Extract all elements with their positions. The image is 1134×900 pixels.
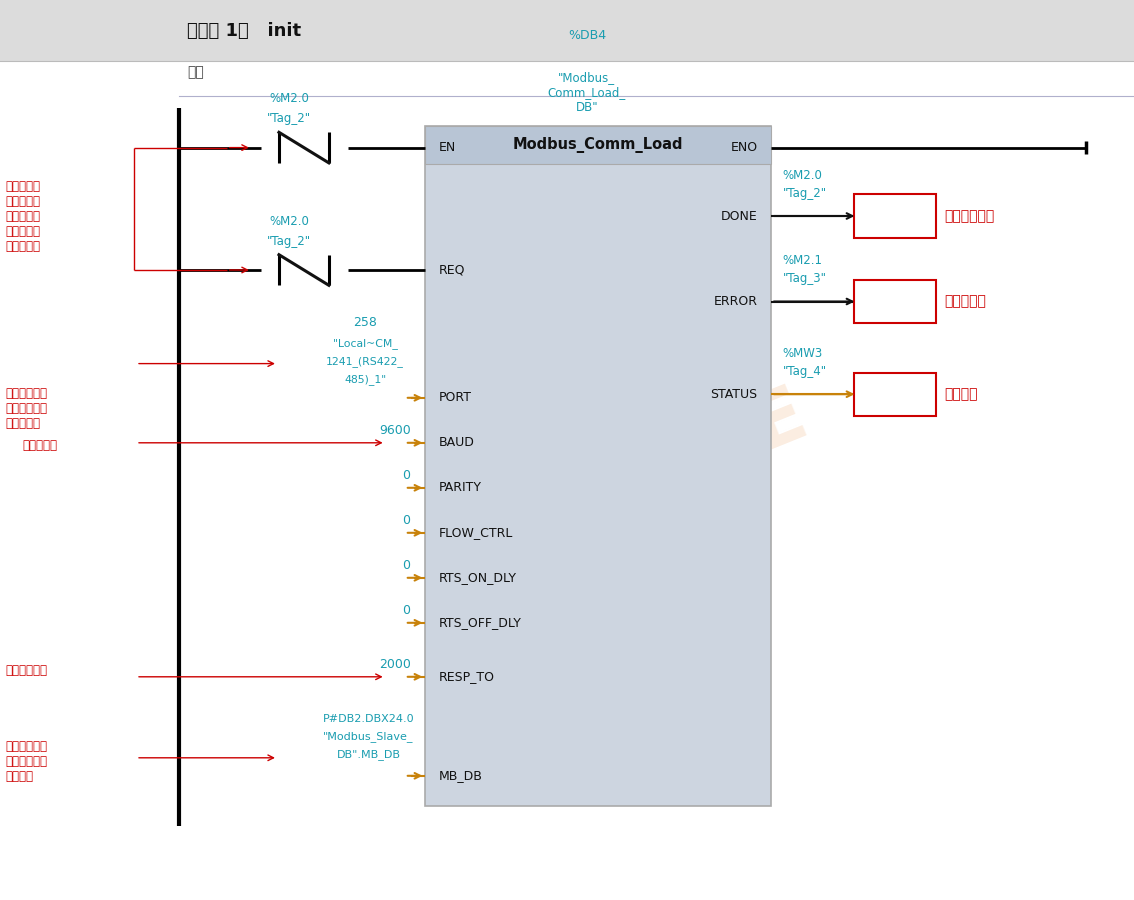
Text: %M2.1: %M2.1	[782, 255, 822, 267]
Text: RTS_ON_DLY: RTS_ON_DLY	[439, 572, 517, 584]
Text: Modbus_Comm_Load: Modbus_Comm_Load	[513, 137, 684, 153]
Text: ERROR: ERROR	[713, 295, 758, 308]
Text: "Modbus_Slave_: "Modbus_Slave_	[323, 732, 414, 742]
Text: 0: 0	[403, 605, 411, 617]
Text: 注释: 注释	[187, 65, 204, 79]
FancyBboxPatch shape	[425, 126, 771, 164]
Text: 258: 258	[353, 317, 378, 329]
Text: %M2.0: %M2.0	[782, 169, 822, 182]
Text: %M2.0: %M2.0	[269, 215, 310, 228]
Text: 程序段 1：   init: 程序段 1： init	[187, 22, 302, 40]
Text: %MW3: %MW3	[782, 347, 822, 360]
Text: 0: 0	[403, 560, 411, 572]
Text: "Local~CM_: "Local~CM_	[332, 338, 398, 349]
Text: 初始化完成位: 初始化完成位	[945, 209, 995, 223]
Text: 0: 0	[403, 515, 411, 527]
Text: "Modbus_
Comm_Load_
DB": "Modbus_ Comm_Load_ DB"	[548, 71, 626, 114]
Text: 错误代码: 错误代码	[945, 387, 979, 401]
Text: DB".MB_DB: DB".MB_DB	[337, 750, 400, 760]
Text: BAUD: BAUD	[439, 436, 475, 449]
Text: PORT: PORT	[439, 392, 472, 404]
Text: DATAILE: DATAILE	[464, 377, 818, 577]
Text: 2000: 2000	[379, 659, 411, 671]
Text: MB_DB: MB_DB	[439, 770, 483, 782]
Text: P#DB2.DBX24.0: P#DB2.DBX24.0	[323, 715, 414, 724]
Text: DONE: DONE	[721, 210, 758, 222]
Text: 波特率设置: 波特率设置	[23, 439, 58, 452]
Text: "Tag_4": "Tag_4"	[782, 365, 827, 378]
FancyBboxPatch shape	[425, 126, 771, 806]
Text: 主站指令调用
时自动生成的
背景数据: 主站指令调用 时自动生成的 背景数据	[6, 740, 48, 783]
Text: "Tag_2": "Tag_2"	[268, 235, 311, 248]
Text: "Tag_2": "Tag_2"	[268, 112, 311, 125]
Text: 0: 0	[403, 470, 411, 482]
Text: 系统硬件组态
时自动生成的
背景数据库: 系统硬件组态 时自动生成的 背景数据库	[6, 387, 48, 430]
Text: "Tag_3": "Tag_3"	[782, 273, 827, 285]
Text: 通讯延时时间: 通讯延时时间	[6, 664, 48, 677]
Text: 1241_(RS422_: 1241_(RS422_	[327, 356, 404, 367]
Text: 9600: 9600	[379, 425, 411, 437]
Text: EN: EN	[439, 141, 456, 154]
Text: "Tag_2": "Tag_2"	[782, 187, 827, 200]
Text: REQ: REQ	[439, 264, 465, 276]
Text: FLOW_CTRL: FLOW_CTRL	[439, 526, 514, 539]
Text: ENO: ENO	[730, 141, 758, 154]
Text: PARITY: PARITY	[439, 482, 482, 494]
Text: 错误标志位: 错误标志位	[945, 294, 987, 309]
FancyBboxPatch shape	[0, 0, 1134, 61]
Text: STATUS: STATUS	[710, 388, 758, 400]
Text: RESP_TO: RESP_TO	[439, 670, 494, 683]
Text: %DB4: %DB4	[568, 30, 606, 42]
Text: 只需要调用
一次，且调
用完成之后
使能和触发
位必须复位: 只需要调用 一次，且调 用完成之后 使能和触发 位必须复位	[6, 180, 41, 253]
Text: 485)_1": 485)_1"	[344, 374, 387, 385]
Text: RTS_OFF_DLY: RTS_OFF_DLY	[439, 616, 522, 629]
Text: %M2.0: %M2.0	[269, 93, 310, 105]
